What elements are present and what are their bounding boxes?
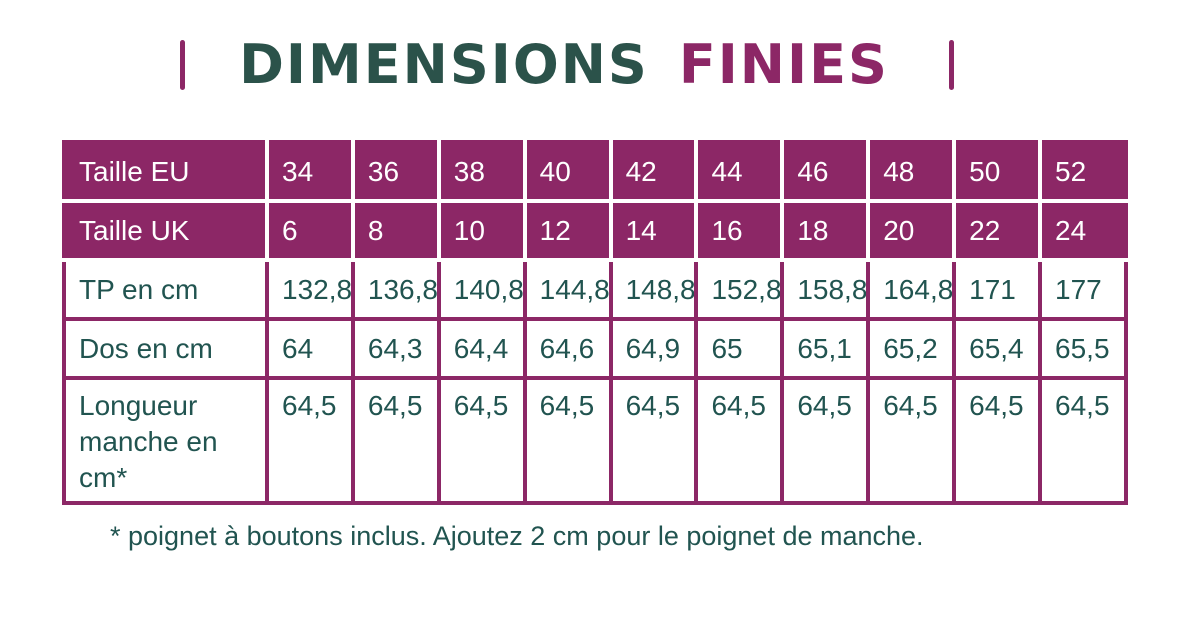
value-cell: 38 [436,140,527,203]
value-cell: 65,5 [1038,317,1128,380]
value-cell: 64,5 [522,376,613,505]
value-cell: 50 [952,140,1043,203]
title-word-finies: FINIES [678,33,889,96]
value-cell: 164,8 [866,258,957,321]
value-cell: 64,3 [350,317,441,380]
size-table: Taille EU 34 36 38 40 42 44 46 48 50 52 Taille UK 6 8… [62,140,1128,505]
table-row: Longueur manche en cm* 64,5 64,5 64,5 64,5 64… [62,376,1128,505]
value-cell: 64,5 [350,376,441,505]
value-cell: 40 [522,140,613,203]
table-row: Taille EU 34 36 38 40 42 44 46 48 50 52 [62,140,1128,203]
value-cell: 46 [780,140,871,203]
row-label-cell: Taille UK [62,199,269,262]
value-cell: 64,5 [1038,376,1128,505]
value-cell: 158,8 [780,258,871,321]
value-cell: 52 [1038,140,1128,203]
value-cell: 16 [694,199,785,262]
value-cell: 136,8 [350,258,441,321]
value-cell: 34 [265,140,355,203]
value-cell: 14 [608,199,699,262]
value-cell: 64,5 [694,376,785,505]
value-cell: 12 [522,199,613,262]
value-cell: 64,5 [265,376,355,505]
table-row: Taille UK 6 8 10 12 14 16 18 20 22 24 [62,199,1128,262]
row-label-cell: TP en cm [62,258,269,321]
table-row: Dos en cm 64 64,3 64,4 64,6 64,9 65 65,1 65,2 65,… [62,317,1128,380]
value-cell: 144,8 [522,258,613,321]
page-title: DIMENSIONS FINIES [0,38,1134,92]
value-cell: 8 [350,199,441,262]
value-cell: 20 [866,199,957,262]
value-cell: 65,1 [780,317,871,380]
value-cell: 64,4 [436,317,527,380]
value-cell: 64,5 [436,376,527,505]
value-cell: 65,4 [952,317,1043,380]
value-cell: 177 [1038,258,1128,321]
value-cell: 18 [780,199,871,262]
row-label-cell: Dos en cm [62,317,269,380]
value-cell: 148,8 [608,258,699,321]
value-cell: 65 [694,317,785,380]
value-cell: 64,5 [780,376,871,505]
table-row: TP en cm 132,8 136,8 140,8 144,8 148,8 152,8 15… [62,258,1128,321]
value-cell: 140,8 [436,258,527,321]
title-left-bar-icon [180,40,186,90]
size-table-body: Taille EU 34 36 38 40 42 44 46 48 50 52 Taille UK 6 8… [62,140,1128,505]
value-cell: 6 [265,199,355,262]
size-table-wrapper: Taille EU 34 36 38 40 42 44 46 48 50 52 Taille UK 6 8… [62,140,1128,505]
row-label-cell: Taille EU [62,140,269,203]
value-cell: 42 [608,140,699,203]
value-cell: 44 [694,140,785,203]
value-cell: 36 [350,140,441,203]
value-cell: 64,5 [608,376,699,505]
value-cell: 64,9 [608,317,699,380]
footnote: * poignet à boutons inclus. Ajoutez 2 cm… [110,521,924,551]
title-word-dimensions: DIMENSIONS [239,33,649,96]
title-right-bar-icon [948,40,954,90]
value-cell: 48 [866,140,957,203]
value-cell: 64,6 [522,317,613,380]
value-cell: 65,2 [866,317,957,380]
value-cell: 64 [265,317,355,380]
value-cell: 152,8 [694,258,785,321]
value-cell: 10 [436,199,527,262]
value-cell: 64,5 [952,376,1043,505]
value-cell: 22 [952,199,1043,262]
value-cell: 64,5 [866,376,957,505]
value-cell: 24 [1038,199,1128,262]
row-label-cell: Longueur manche en cm* [62,376,269,505]
value-cell: 132,8 [265,258,355,321]
value-cell: 171 [952,258,1043,321]
